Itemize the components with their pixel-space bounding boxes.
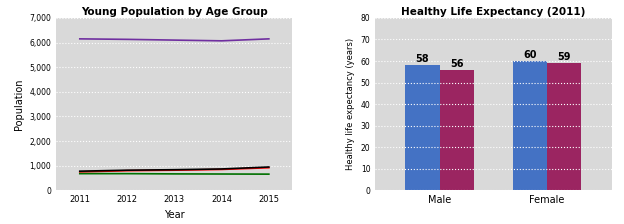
Bar xyxy=(513,61,547,190)
0 - 4 years xyxy=(76,171,84,173)
12 - 17 years xyxy=(124,172,131,175)
18 - 24 years xyxy=(170,39,178,41)
Title: Healthy Life Expectancy (2011): Healthy Life Expectancy (2011) xyxy=(401,7,585,17)
Line: 18 - 24 years: 18 - 24 years xyxy=(80,39,269,41)
12 - 17 years xyxy=(265,173,273,175)
Text: 59: 59 xyxy=(557,52,571,62)
Text: 56: 56 xyxy=(450,59,464,69)
12 - 17 years xyxy=(218,173,225,175)
Bar xyxy=(440,70,474,190)
Bar xyxy=(547,63,582,190)
18 - 24 years xyxy=(265,37,273,40)
Y-axis label: Healthy life expectancy (years): Healthy life expectancy (years) xyxy=(346,38,355,170)
0 - 4 years xyxy=(170,169,178,172)
12 - 17 years xyxy=(170,172,178,175)
5 - 11 years xyxy=(218,168,225,170)
0 - 4 years xyxy=(124,169,131,172)
Text: 60: 60 xyxy=(523,50,537,60)
5 - 11 years xyxy=(170,168,178,171)
Bar xyxy=(405,65,440,190)
0 - 4 years xyxy=(265,166,273,169)
Text: 58: 58 xyxy=(416,54,429,64)
5 - 11 years xyxy=(124,169,131,172)
Line: 5 - 11 years: 5 - 11 years xyxy=(80,167,269,171)
18 - 24 years xyxy=(76,37,84,40)
X-axis label: Year: Year xyxy=(164,210,185,220)
5 - 11 years xyxy=(76,170,84,172)
18 - 24 years xyxy=(218,39,225,42)
5 - 11 years xyxy=(265,166,273,168)
18 - 24 years xyxy=(124,38,131,41)
Title: Young Population by Age Group: Young Population by Age Group xyxy=(81,7,268,17)
12 - 17 years xyxy=(76,172,84,175)
Y-axis label: Population: Population xyxy=(14,78,24,130)
Line: 0 - 4 years: 0 - 4 years xyxy=(80,168,269,172)
0 - 4 years xyxy=(218,168,225,171)
